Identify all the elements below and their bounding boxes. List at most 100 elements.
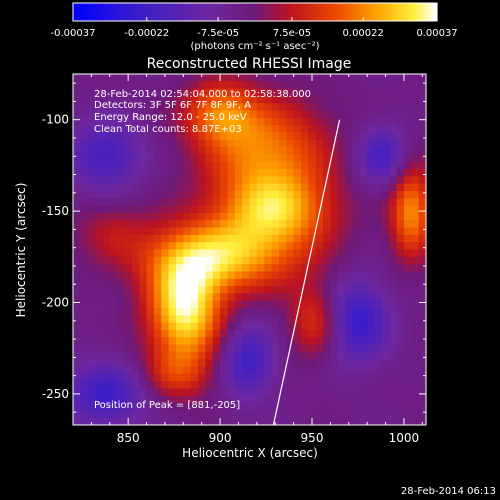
heatmap-cell (117, 337, 126, 346)
heatmap-cell (124, 344, 133, 353)
heatmap-cell (95, 417, 104, 425)
heatmap-cell (374, 220, 383, 229)
heatmap-cell (153, 293, 162, 302)
heatmap-cell (286, 220, 295, 229)
heatmap-cell (183, 351, 192, 360)
heatmap-cell (337, 366, 346, 375)
heatmap-cell (389, 337, 398, 346)
heatmap-cell (175, 403, 184, 411)
heatmap-cell (183, 308, 192, 316)
heatmap-cell (168, 337, 177, 346)
heatmap-cell (403, 278, 412, 287)
heatmap-cell (271, 147, 280, 156)
heatmap-cell (418, 366, 426, 375)
colorbar-unit-label: (photons cm⁻² s⁻¹ asec⁻²) (190, 41, 319, 52)
heatmap-cell (205, 395, 214, 404)
heatmap-cell (396, 183, 405, 192)
heatmap-cell (315, 293, 324, 302)
heatmap-cell (190, 278, 199, 287)
heatmap-cell (293, 293, 302, 302)
heatmap-cell (190, 176, 199, 185)
heatmap-cell (315, 161, 324, 170)
heatmap-cell (418, 220, 426, 229)
heatmap-cell (212, 249, 221, 258)
heatmap-cell (212, 395, 221, 404)
heatmap-cell (278, 125, 287, 134)
heatmap-cell (227, 417, 236, 425)
heatmap-cell (315, 403, 324, 411)
heatmap-cell (337, 110, 346, 119)
heatmap-cell (80, 154, 89, 163)
heatmap-cell (183, 322, 192, 331)
heatmap-cell (153, 161, 162, 170)
heatmap-cell (256, 212, 265, 221)
heatmap-cell (117, 329, 126, 338)
heatmap-cell (300, 344, 309, 353)
heatmap-cell (73, 212, 81, 221)
heatmap-cell (212, 278, 221, 287)
colorbar-cell (88, 3, 92, 21)
heatmap-cell (345, 351, 354, 360)
heatmap-cell (271, 293, 280, 302)
heatmap-cell (286, 191, 295, 199)
heatmap-cell (234, 264, 243, 273)
heatmap-cell (153, 417, 162, 425)
heatmap-cell (278, 256, 287, 265)
heatmap-cell (396, 381, 405, 390)
heatmap-cell (161, 315, 170, 324)
heatmap-cell (286, 403, 295, 411)
heatmap-cell (381, 344, 390, 353)
heatmap-cell (168, 95, 177, 104)
heatmap-cell (411, 169, 420, 177)
heatmap-cell (73, 191, 81, 199)
heatmap-cell (389, 198, 398, 207)
heatmap-cell (234, 212, 243, 221)
heatmap-cell (345, 395, 354, 404)
heatmap-cell (286, 293, 295, 302)
heatmap-cell (264, 278, 273, 287)
heatmap-cell (212, 337, 221, 346)
heatmap-cell (278, 81, 287, 90)
heatmap-cell (80, 132, 89, 141)
heatmap-cell (242, 344, 251, 353)
heatmap-cell (73, 264, 81, 273)
heatmap-cell (323, 322, 331, 331)
heatmap-cell (73, 395, 81, 404)
heatmap-cell (278, 322, 287, 331)
heatmap-cell (249, 227, 258, 236)
heatmap-cell (124, 293, 133, 302)
heatmap-cell (264, 359, 273, 368)
heatmap-cell (175, 278, 184, 287)
heatmap-cell (345, 191, 354, 199)
heatmap-cell (352, 191, 361, 199)
heatmap-cell (161, 322, 170, 331)
heatmap-cell (139, 337, 148, 346)
heatmap-cell (411, 388, 420, 397)
heatmap-cell (153, 154, 162, 163)
heatmap-cell (234, 286, 243, 294)
heatmap-cell (418, 147, 426, 156)
heatmap-cell (242, 403, 251, 411)
heatmap-cell (389, 286, 398, 294)
heatmap-cell (175, 388, 184, 397)
heatmap-cell (183, 183, 192, 192)
heatmap-cell (300, 278, 309, 287)
heatmap-cell (256, 154, 265, 163)
heatmap-cell (117, 88, 126, 97)
heatmap-cell (300, 220, 309, 229)
heatmap-cell (198, 220, 206, 229)
heatmap-cell (286, 417, 295, 425)
heatmap-cell (323, 103, 331, 112)
heatmap-cell (345, 381, 354, 390)
heatmap-cell (249, 388, 258, 397)
heatmap-cell (227, 205, 236, 214)
heatmap-cell (131, 191, 140, 199)
heatmap-cell (396, 249, 405, 258)
heatmap-cell (293, 395, 302, 404)
heatmap-cell (242, 234, 251, 243)
heatmap-cell (403, 403, 412, 411)
heatmap-cell (352, 417, 361, 425)
heatmap-cell (411, 176, 420, 185)
heatmap-cell (374, 161, 383, 170)
heatmap-cell (161, 242, 170, 251)
